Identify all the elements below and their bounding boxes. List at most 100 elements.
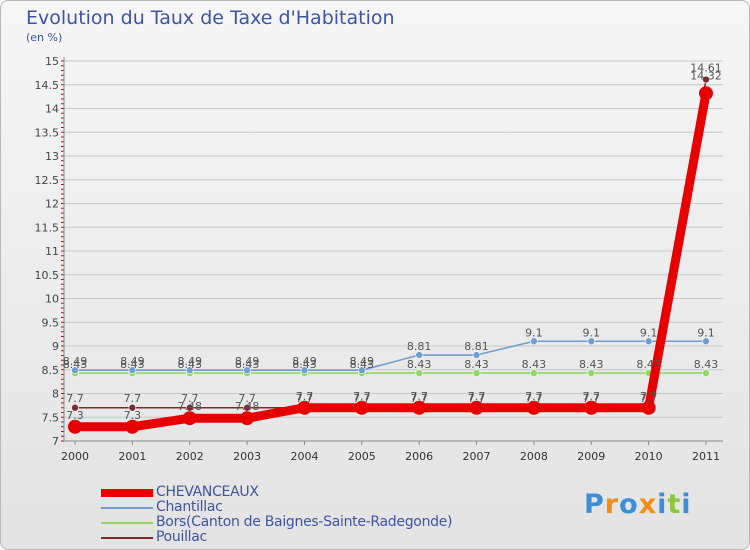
y-tick-label: 7 [52, 435, 59, 448]
data-point [472, 351, 481, 359]
legend-swatch [101, 507, 153, 509]
data-label: 8.43 [694, 358, 719, 371]
data-label: 7.7 [181, 392, 199, 405]
logo-letter: t [667, 489, 682, 520]
legend-label: CHEVANCEAUX [156, 484, 259, 500]
series-line [75, 92, 711, 432]
y-tick-label: 7.5 [42, 411, 60, 424]
data-label: 9.1 [525, 326, 543, 339]
data-point [300, 366, 309, 375]
data-label: 7.3 [124, 409, 142, 422]
data-label: 7.7 [525, 392, 543, 405]
x-tick-label: 2005 [348, 450, 376, 463]
y-tick-label: 8.5 [42, 364, 60, 377]
data-label: 8.43 [350, 358, 375, 371]
x-tick-label: 2006 [405, 450, 433, 463]
logo-letter: i [681, 489, 692, 520]
data-point [240, 411, 255, 426]
y-tick-label: 10 [45, 293, 59, 306]
data-label: 7.7 [468, 392, 486, 405]
x-tick-label: 2001 [118, 450, 146, 463]
data-label: 9.1 [640, 326, 658, 339]
legend-swatch [101, 489, 153, 497]
y-tick-label: 14.5 [35, 79, 60, 92]
data-label: 8.81 [464, 340, 489, 353]
data-label: 7.7 [124, 392, 142, 405]
data-label: 7.7 [525, 390, 543, 403]
x-tick-label: 2008 [520, 450, 548, 463]
data-point [587, 369, 596, 377]
data-point [469, 400, 484, 415]
data-label: 8.43 [636, 358, 661, 371]
data-point [587, 337, 596, 346]
data-label: 9.1 [583, 326, 601, 339]
x-tick-label: 2010 [635, 450, 663, 463]
legend-swatch [101, 522, 153, 524]
y-tick-label: 9.5 [42, 316, 60, 329]
data-label: 8.43 [177, 358, 202, 371]
data-point [297, 400, 312, 415]
data-point [702, 75, 710, 84]
data-point [68, 419, 82, 434]
chart-subtitle: (en %) [26, 31, 63, 44]
data-label: 14.32 [690, 69, 722, 82]
data-label: 7.7 [410, 392, 428, 405]
chart-title: Evolution du Taux de Taxe d'Habitation [26, 7, 395, 29]
data-point [128, 403, 137, 412]
data-point [415, 369, 423, 377]
data-label: 8.43 [407, 358, 432, 371]
data-label: 8.43 [464, 358, 489, 371]
data-label: 7.7 [296, 390, 314, 403]
data-label: 8.43 [235, 358, 260, 371]
data-point [415, 351, 423, 359]
x-tick-label: 2009 [577, 450, 605, 463]
data-label: 14.61 [690, 62, 722, 75]
data-point [702, 337, 710, 346]
data-point [412, 400, 427, 415]
data-label: 7.3 [66, 409, 84, 422]
data-label: 7.48 [235, 400, 260, 413]
x-tick-label: 2011 [692, 450, 720, 463]
logo-letter: P [584, 489, 605, 520]
legend-label: Chantillac [156, 499, 223, 515]
data-point [71, 403, 79, 412]
data-point [530, 337, 538, 346]
y-tick-label: 12.5 [35, 174, 60, 187]
logo-letter: o [619, 489, 639, 520]
y-tick-label: 8 [52, 388, 59, 401]
data-point [125, 419, 140, 434]
series-line [75, 79, 707, 409]
data-point [472, 369, 481, 377]
data-point [641, 400, 656, 415]
data-label: 8.43 [579, 358, 604, 371]
x-tick-label: 2004 [290, 450, 318, 463]
data-label: 9.1 [697, 326, 715, 339]
data-point [584, 400, 599, 415]
data-point [530, 369, 538, 377]
logo-letter: i [657, 489, 668, 520]
data-label: 7.7 [468, 390, 486, 403]
data-point [71, 366, 79, 375]
logo-letter: x [638, 489, 658, 520]
x-tick-label: 2000 [61, 450, 89, 463]
data-label: 8.49 [350, 355, 375, 368]
data-label: 8.49 [63, 355, 88, 368]
y-tick-label: 13 [45, 150, 59, 163]
y-tick-label: 11 [45, 245, 59, 258]
data-point [526, 400, 541, 415]
data-point [128, 366, 137, 375]
data-label: 7.48 [177, 400, 202, 413]
logo-letter: r [604, 489, 620, 520]
series-line [75, 340, 706, 372]
y-tick-label: 11.5 [35, 221, 60, 234]
data-label: 7.7 [296, 392, 314, 405]
y-tick-label: 12 [45, 198, 59, 211]
data-label: 7.7 [583, 392, 601, 405]
data-label: 8.81 [407, 340, 432, 353]
data-label: 8.43 [292, 358, 317, 371]
data-point [644, 337, 653, 346]
data-label: 8.43 [522, 358, 547, 371]
data-label: 7.7 [410, 390, 428, 403]
